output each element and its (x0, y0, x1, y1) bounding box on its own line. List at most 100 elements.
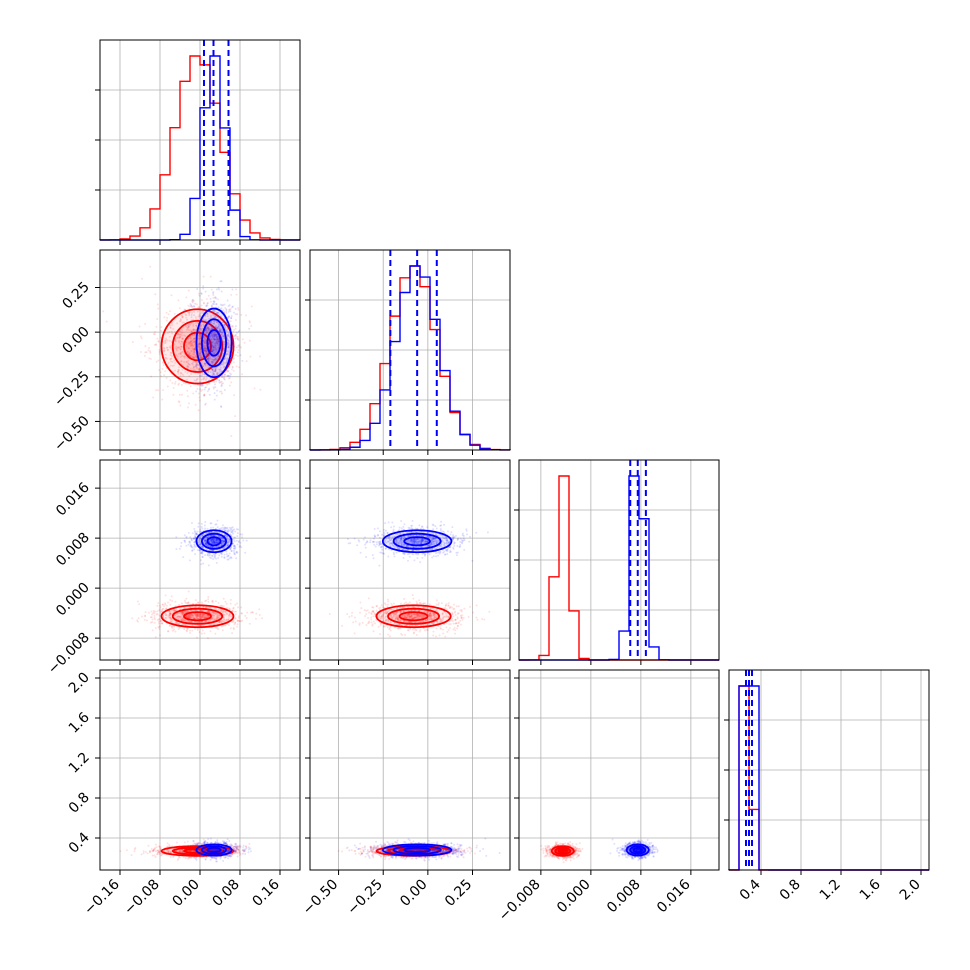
sample-point (382, 552, 385, 555)
sample-point (209, 300, 212, 303)
sample-point (232, 549, 235, 552)
sample-point (232, 357, 235, 360)
sample-point (189, 344, 192, 347)
sample-point (415, 600, 418, 603)
sample-point (214, 523, 217, 526)
sample-point (418, 599, 421, 602)
sample-point (206, 331, 209, 334)
sample-point (224, 307, 227, 310)
sample-point (214, 554, 217, 557)
sample-point (392, 553, 395, 556)
sample-point (232, 532, 235, 535)
sample-point (380, 604, 383, 607)
sample-point (151, 618, 154, 621)
sample-point (217, 368, 220, 371)
sample-point (187, 363, 190, 366)
sample-point (195, 367, 198, 370)
sample-point (192, 304, 195, 307)
y-tick-label: 0.25 (59, 279, 92, 312)
sample-point (209, 297, 212, 300)
sample-point (200, 525, 203, 528)
sample-point (198, 631, 201, 634)
sample-point (395, 551, 398, 554)
sample-point (237, 616, 240, 619)
sample-point (158, 351, 161, 354)
sample-point (445, 626, 448, 629)
sample-point (194, 302, 197, 305)
sample-point (193, 340, 196, 343)
sample-point (150, 375, 153, 378)
sample-point (232, 545, 235, 548)
sample-point (216, 321, 219, 324)
sample-point (176, 336, 179, 339)
sample-point (179, 333, 182, 336)
sample-point (186, 327, 189, 330)
sample-point (175, 548, 178, 551)
sample-point (432, 634, 435, 637)
sample-point (187, 601, 190, 604)
sample-point (453, 607, 456, 610)
sample-point (212, 526, 215, 529)
sample-point (242, 539, 245, 542)
sample-point (445, 603, 448, 606)
sample-point (199, 324, 202, 327)
sample-point (235, 293, 238, 296)
sample-point (425, 628, 428, 631)
sample-point (203, 524, 206, 527)
sample-point (178, 393, 181, 396)
sample-point (415, 628, 418, 631)
sample-point (232, 311, 235, 314)
sample-point (156, 317, 159, 320)
sample-point (235, 288, 238, 291)
sample-point (148, 346, 151, 349)
sample-point (440, 602, 443, 605)
sample-point (212, 360, 215, 363)
sample-point (249, 611, 252, 614)
sample-point (460, 617, 463, 620)
sample-point (210, 304, 213, 307)
sample-point (206, 302, 209, 305)
sample-point (228, 304, 231, 307)
sample-point (216, 336, 219, 339)
sample-point (156, 613, 159, 616)
sample-point (155, 389, 158, 392)
sample-point (166, 346, 169, 349)
sample-point (220, 384, 223, 387)
sample-point (183, 355, 186, 358)
sample-point (228, 315, 231, 318)
sample-point (371, 606, 374, 609)
sample-point (372, 620, 375, 623)
sample-point (398, 526, 401, 529)
sample-point (229, 528, 232, 531)
sample-point (198, 368, 201, 371)
sample-point (389, 625, 392, 628)
sample-point (227, 624, 230, 627)
sample-point (164, 602, 167, 605)
sample-point (185, 360, 188, 363)
sample-point (448, 626, 451, 629)
sample-point (431, 556, 434, 559)
sample-point (258, 355, 261, 358)
sample-point (379, 551, 382, 554)
sample-point (204, 521, 207, 524)
sample-point (209, 630, 212, 633)
sample-point (178, 307, 181, 310)
sample-point (170, 330, 173, 333)
sample-point (207, 326, 210, 329)
sample-point (248, 321, 251, 324)
sample-point (206, 304, 209, 307)
sample-point (238, 346, 241, 349)
sample-point (462, 616, 465, 619)
sample-point (217, 557, 220, 560)
sample-point (435, 603, 438, 606)
sample-point (156, 618, 159, 621)
sample-point (231, 529, 234, 532)
sample-point (237, 307, 240, 310)
sample-point (367, 622, 370, 625)
sample-point (202, 285, 205, 288)
sample-point (378, 633, 381, 636)
sample-point (244, 551, 247, 554)
sample-point (189, 536, 192, 539)
sample-point (213, 300, 216, 303)
